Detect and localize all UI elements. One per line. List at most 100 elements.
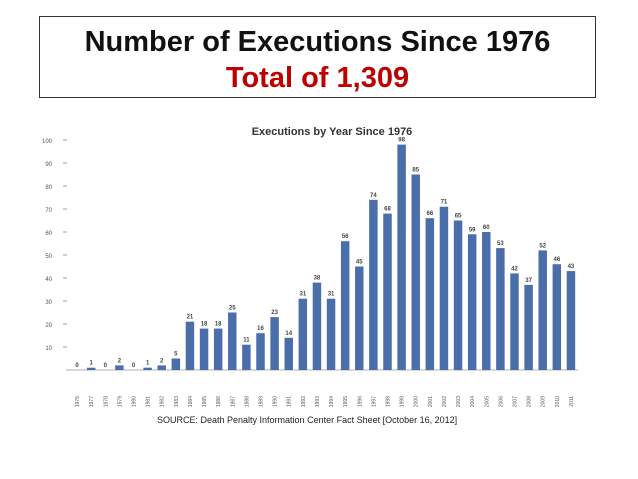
bar-value-label: 0 [104, 363, 108, 369]
x-tick-label: 2001 [428, 396, 434, 407]
bar-value-label: 11 [243, 338, 250, 344]
bar [538, 250, 547, 370]
x-tick-label: 1985 [202, 396, 208, 407]
y-tick-label: 90 [45, 162, 52, 168]
bar [524, 284, 533, 370]
bar [453, 220, 463, 370]
x-tick-label: 1977 [89, 396, 95, 407]
x-tick-labels: 1976 1977 1978 1979 1980 1981 1982 1983 1984 1985… [75, 396, 575, 407]
bar [411, 174, 420, 370]
y-tick-label: 40 [45, 277, 52, 283]
bar [115, 365, 124, 370]
bar [340, 241, 350, 370]
x-tick-label: 1978 [103, 396, 109, 407]
bar-value-label: 53 [497, 241, 504, 247]
bar [256, 333, 265, 370]
x-tick-label: 1996 [357, 396, 363, 407]
bar [171, 358, 181, 370]
y-tick-label: 70 [45, 208, 52, 214]
slide-subheading: Total of 1,309 [225, 62, 410, 94]
x-tick-label: 2002 [442, 396, 448, 407]
bar-value-label: 85 [412, 168, 419, 174]
x-tick-label: 2003 [456, 396, 462, 407]
bar [326, 298, 336, 370]
bar [298, 298, 308, 370]
y-tick-label: 100 [42, 139, 53, 145]
x-tick-label: 1976 [75, 396, 81, 407]
bar-value-label: 71 [441, 200, 448, 206]
bar-value-label: 31 [299, 292, 306, 298]
bar-value-label: 46 [553, 257, 560, 263]
bar [439, 206, 449, 370]
bar [510, 273, 519, 370]
x-tick-label: 2011 [569, 396, 575, 407]
bar [270, 317, 279, 370]
x-tick-label: 1981 [146, 396, 152, 407]
y-tick-label: 80 [45, 185, 52, 191]
x-tick-label: 1988 [244, 396, 250, 407]
bar-value-label: 74 [370, 193, 377, 199]
bar-value-label: 38 [314, 276, 321, 282]
x-tick-label: 2010 [555, 396, 561, 407]
bar [242, 344, 251, 370]
bar [383, 213, 392, 370]
bar-value-label: 59 [469, 227, 476, 233]
bar-value-label: 14 [285, 331, 292, 337]
x-tick-label: 1991 [287, 396, 293, 407]
x-tick-label: 2009 [541, 396, 547, 407]
x-tick-label: 1994 [329, 396, 335, 407]
chart-title: Executions by Year Since 1976 [252, 126, 413, 138]
bar [566, 271, 576, 370]
x-tick-label: 2005 [484, 396, 490, 407]
bar [496, 248, 505, 370]
bar [552, 264, 562, 370]
y-tick-label: 50 [45, 254, 52, 260]
bar-value-label: 16 [257, 326, 264, 332]
x-tick-label: 1980 [132, 396, 138, 407]
source-note: SOURCE: Death Penalty Information Center… [157, 415, 458, 425]
bar [199, 328, 209, 370]
bar-value-label: 23 [271, 310, 278, 316]
y-tick-label: 10 [45, 346, 52, 352]
bar-value-label: 68 [384, 207, 391, 213]
bar-value-label: 2 [118, 358, 122, 364]
bar-value-label: 98 [398, 138, 405, 144]
bar [185, 321, 195, 370]
bar [369, 199, 378, 370]
bar [355, 266, 364, 370]
x-tick-label: 1997 [371, 396, 377, 407]
title-box: Number of Executions Since 1976 Total of… [39, 16, 596, 98]
x-tick-label: 1995 [343, 396, 349, 407]
bar [143, 367, 152, 370]
bar-value-label: 65 [455, 214, 462, 220]
bar-value-label: 1 [146, 361, 150, 367]
x-tick-label: 1979 [117, 396, 123, 407]
x-tick-label: 1990 [273, 396, 279, 407]
bar-value-label: 66 [426, 211, 433, 217]
slide-heading: Number of Executions Since 1976 [84, 26, 551, 58]
x-tick-label: 1992 [301, 396, 307, 407]
bar [86, 367, 96, 370]
x-tick-label: 2004 [470, 396, 476, 407]
bar-value-label: 56 [342, 234, 349, 240]
bar [213, 328, 223, 370]
x-tick-label: 1993 [315, 396, 321, 407]
y-tick-label: 30 [45, 300, 52, 306]
x-tick-label: 1987 [230, 396, 236, 407]
bar-value-label: 45 [356, 260, 363, 266]
bar [228, 312, 237, 370]
y-tick-label: 60 [45, 231, 52, 237]
x-tick-label: 2006 [498, 396, 504, 407]
bar-value-label: 21 [187, 315, 194, 321]
x-tick-label: 1989 [259, 396, 265, 407]
bar [425, 218, 435, 370]
bar [312, 282, 322, 370]
x-tick-label: 1983 [174, 396, 180, 407]
bar-value-label: 31 [328, 292, 335, 298]
x-tick-label: 1982 [160, 396, 166, 407]
bar-value-label: 2 [160, 358, 164, 364]
executions-bar-chart: Executions by Year Since 1976 1020304050… [42, 126, 578, 407]
x-tick-label: 1999 [400, 396, 406, 407]
bar-value-label: 52 [539, 243, 546, 249]
